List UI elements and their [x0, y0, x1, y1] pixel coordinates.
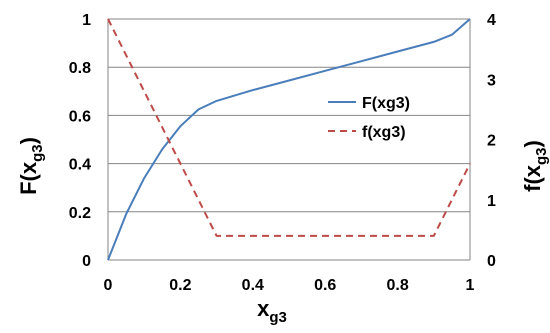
y-left-tick-label-0: 0 [82, 253, 91, 270]
y-right-tick-label-1: 1 [487, 193, 496, 210]
x-tick-label-2: 0.4 [242, 277, 264, 294]
y-left-title-main: F(x [16, 161, 41, 195]
legend: F(xg3) f(xg3) [328, 95, 410, 141]
y-left-title-close: ) [16, 137, 41, 144]
x-axis-title-main: x [257, 296, 270, 321]
y-left-tick-label-4: 0.8 [69, 60, 91, 77]
y-right-title-close: ) [520, 140, 545, 147]
y-left-axis-title: F(xg3) [16, 137, 46, 195]
series-line-0 [107, 18, 471, 261]
y-left-tick-label-5: 1 [82, 12, 91, 29]
y-left-tick-label-2: 0.4 [69, 157, 91, 174]
y-left-tick-label-3: 0.6 [69, 108, 91, 125]
x-tick-label-0: 0 [104, 277, 113, 294]
y-left-title-sub: g3 [29, 144, 46, 162]
x-axis-title-sub: g3 [269, 309, 287, 326]
x-axis-title: xg3 [257, 296, 287, 326]
x-tick-label-5: 1 [466, 277, 475, 294]
series-layer [107, 18, 471, 261]
y-right-tick-label-0: 0 [487, 253, 496, 270]
y-right-tick-label-4: 4 [487, 12, 496, 29]
y-right-tick-label-2: 2 [487, 133, 496, 150]
x-tick-label-1: 0.2 [169, 277, 191, 294]
y-right-axis-title: f(xg3) [520, 140, 550, 192]
series-line-1 [107, 18, 471, 237]
x-tick-label-3: 0.6 [314, 277, 336, 294]
x-tick-label-4: 0.8 [386, 277, 408, 294]
y-left-tick-label-1: 0.2 [69, 205, 91, 222]
legend-label-f: f(xg3) [362, 124, 406, 141]
legend-label-F: F(xg3) [362, 95, 410, 112]
y-right-title-sub: g3 [533, 147, 550, 165]
gridlines [108, 18, 470, 261]
axes [107, 19, 471, 260]
y-right-title-main: f(x [520, 164, 545, 192]
y-right-tick-label-3: 3 [487, 72, 496, 89]
